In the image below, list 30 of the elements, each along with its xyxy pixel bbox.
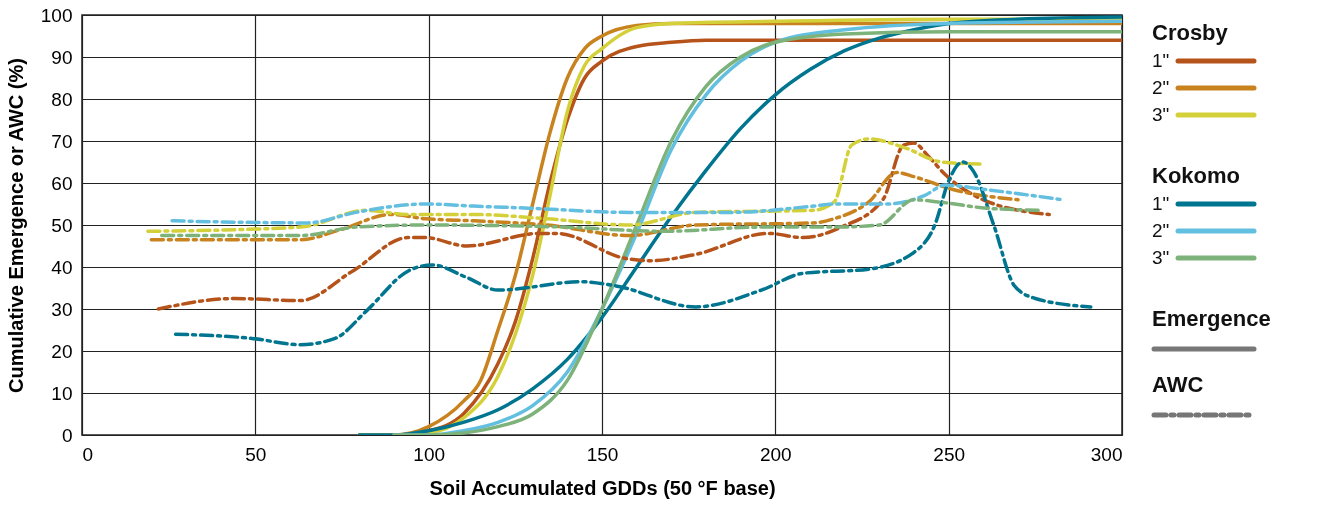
text: AWC (1152, 372, 1204, 397)
y-tick-label: 0 (61, 424, 73, 446)
y-tick-label: 60 (51, 172, 73, 194)
text: Kokomo (1152, 163, 1240, 188)
y-tick-label: 100 (40, 4, 73, 26)
y-tick-label: 90 (51, 46, 73, 68)
x-tick-label: 150 (586, 443, 619, 465)
y-tick-label: 50 (51, 214, 73, 236)
legend-label: 3" (1152, 104, 1170, 125)
x-tick-label: 100 (413, 443, 446, 465)
text: Emergence (1152, 306, 1271, 331)
text: Crosby (1152, 20, 1229, 45)
legend-label: 1" (1152, 193, 1170, 214)
y-tick-label: 40 (51, 256, 73, 278)
x-tick-label: 250 (933, 443, 966, 465)
y-axis-title: Cumulative Emergence or AWC (%) (4, 58, 27, 393)
y-tick-label: 20 (51, 340, 73, 362)
x-tick-label: 0 (82, 443, 94, 465)
x-tick-label: 50 (245, 443, 267, 465)
legend-label: 2" (1152, 220, 1170, 241)
legend-label: 1" (1152, 50, 1170, 71)
legend-label: 3" (1152, 247, 1170, 268)
x-tick-label: 300 (1090, 443, 1123, 465)
y-tick-label: 70 (51, 130, 73, 152)
x-axis-title: Soil Accumulated GDDs (50 °F base) (429, 476, 776, 499)
y-tick-label: 30 (51, 298, 73, 320)
y-tick-label: 80 (51, 88, 73, 110)
y-tick-label: 10 (51, 382, 73, 404)
x-tick-label: 200 (759, 443, 792, 465)
legend-label: 2" (1152, 77, 1170, 98)
